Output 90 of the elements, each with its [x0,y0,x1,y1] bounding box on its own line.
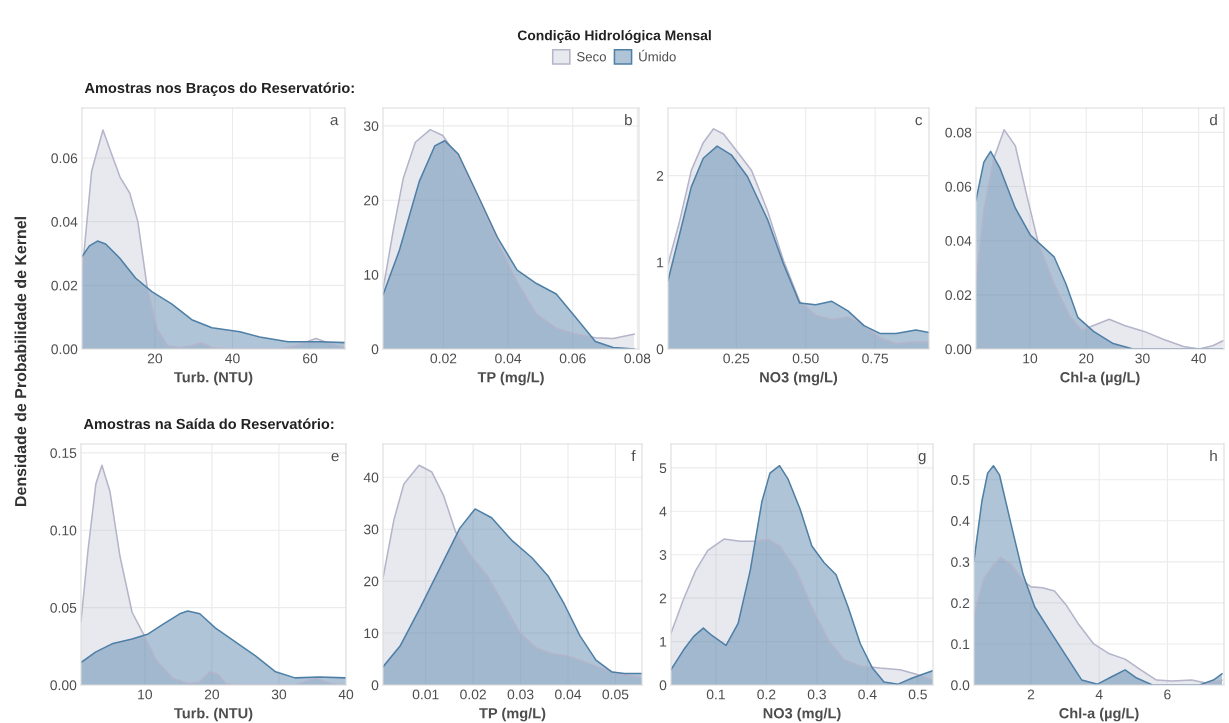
y-tick-label: 0 [659,680,667,691]
y-tick-label: 0.15 [50,448,77,458]
y-tick-label: 0 [371,680,379,691]
x-tick-label: 0.4 [858,689,877,700]
x-axis-title: TP (mg/L) [477,371,544,386]
y-tick-label: 0.1 [951,639,970,650]
x-tick-label: 20 [204,689,220,700]
y-tick-label: 0.08 [945,127,972,138]
y-tick-label: 0.04 [51,216,78,227]
x-tick-label: 30 [1135,353,1150,364]
annotation: a [330,116,339,126]
y-tick-label: 0.3 [951,557,970,567]
y-tick-label: 0.02 [51,280,78,291]
x-tick-label: 0.04 [495,353,522,364]
x-tick-label: 6 [1164,689,1171,700]
legend-label: Seco [577,52,606,62]
y-tick-label: 0.06 [51,153,78,164]
x-axis-title: Chl-a (µg/L) [1060,371,1140,386]
y-tick-label: 10 [364,628,379,639]
y-tick-label: 40 [363,472,379,483]
x-axis-title: Chl-a (µg/L) [1059,707,1139,722]
x-tick-label: 20 [147,353,163,364]
y-tick-label: 0.10 [50,525,77,536]
annotation: d [1209,114,1217,126]
legend-title: Condição Hidrológica Mensal [517,29,711,44]
y-tick-label: 10 [364,269,379,280]
x-tick-label: 0.50 [792,353,819,364]
x-tick-label: 4 [1095,689,1103,700]
y-tick-label: 30 [363,121,379,132]
y-tick-label: 0.00 [51,344,78,355]
y-tick-label: 0.05 [50,602,77,613]
x-tick-label: 2 [1027,689,1035,700]
y-tick-label: 0.00 [945,344,972,355]
annotation: f [631,450,636,462]
annotation: h [1210,450,1217,462]
x-tick-label: 30 [271,689,287,700]
x-tick-label: 0.5 [908,689,927,700]
y-tick-label: 2 [656,170,664,181]
y-tick-label: 0.2 [951,598,970,609]
x-tick-label: 0.75 [862,353,889,364]
y-tick-label: 1 [660,637,667,647]
x-tick-label: 60 [303,353,318,364]
chart-title: Amostras nos Braços do Reservatório: [84,82,354,96]
x-tick-label: 0.02 [430,353,457,364]
y-tick-label: 0 [656,344,664,355]
chart-title: Amostras na Saída do Reservatório: [83,418,334,430]
y-tick-label: 1 [657,257,664,268]
x-tick-label: 0.02 [460,689,486,700]
x-tick-label: 0.01 [412,689,439,700]
y-axis-title: Densidade de Probabilidade de Kernel [14,217,27,506]
x-axis-title: NO3 (mg/L) [760,371,838,386]
y-tick-label: 0.06 [945,181,972,192]
y-tick-label: 0 [371,344,379,355]
x-tick-label: 0.04 [555,689,582,700]
x-tick-label: 20 [1079,353,1094,364]
x-tick-label: 10 [1023,353,1038,364]
y-tick-label: 0.0 [951,680,970,691]
y-tick-label: 2 [659,593,667,604]
annotation: b [625,114,632,126]
annotation: c [915,116,923,126]
x-tick-label: 0.25 [723,353,750,364]
x-tick-label: 0.3 [807,689,826,700]
x-tick-label: 0.06 [559,353,586,364]
y-tick-label: 5 [659,463,667,474]
x-tick-label: 0.08 [624,353,651,364]
x-axis-title: TP (mg/L) [479,707,546,722]
y-tick-label: 0.00 [50,680,77,691]
x-tick-label: 40 [1191,353,1206,364]
legend-label: Úmido [639,49,676,62]
x-tick-label: 40 [225,353,240,364]
y-tick-label: 30 [363,524,379,535]
y-tick-label: 0.5 [951,475,970,485]
annotation: e [331,452,339,462]
x-axis-title: NO3 (mg/L) [763,707,841,722]
x-axis-title: Turb. (NTU) [174,371,253,386]
x-tick-label: 0.05 [602,689,629,700]
x-axis-title: Turb. (NTU) [174,707,253,722]
y-tick-label: 4 [659,506,667,517]
y-tick-label: 3 [659,550,667,560]
y-tick-label: 0.4 [951,516,970,526]
y-tick-label: 0.02 [945,290,972,301]
x-tick-label: 0.1 [706,689,725,700]
y-tick-label: 20 [364,576,379,587]
x-tick-label: 0.2 [757,689,776,700]
x-tick-label: 0.03 [507,689,534,700]
x-tick-label: 40 [338,689,354,700]
y-tick-label: 20 [364,195,379,206]
annotation: g [918,452,926,465]
y-tick-label: 0.04 [945,236,972,246]
x-tick-label: 10 [138,689,153,700]
